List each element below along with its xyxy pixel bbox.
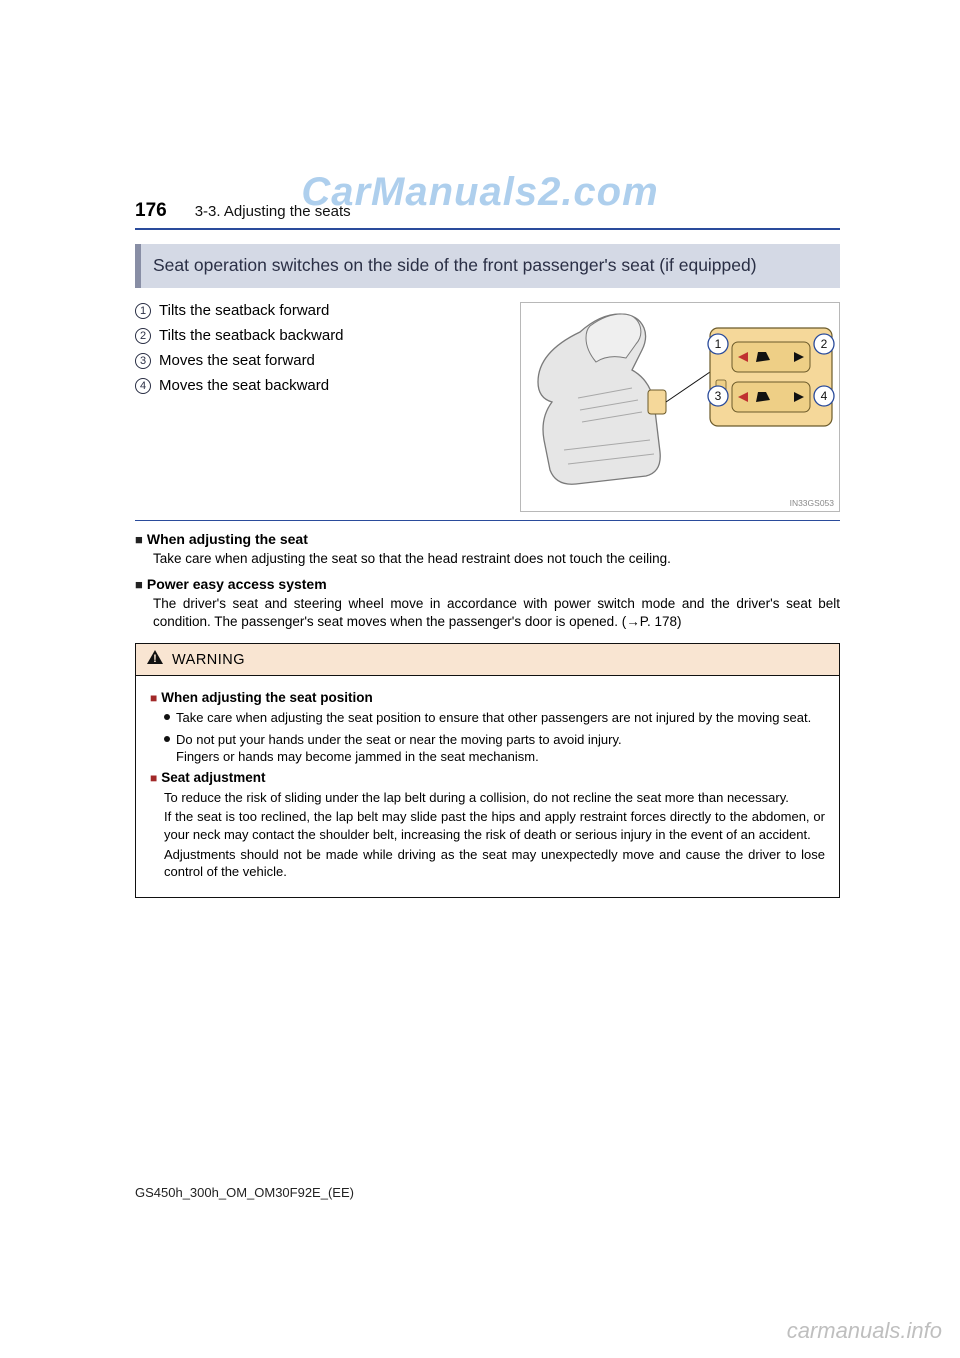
warning-subheading-text: Seat adjustment xyxy=(161,770,265,785)
page-number: 176 xyxy=(135,200,167,222)
warning-title: WARNING xyxy=(172,652,245,668)
list-item: 1 Tilts the seatback forward xyxy=(135,302,510,319)
square-bullet-icon: ■ xyxy=(150,771,157,785)
info-heading-text: Power easy access system xyxy=(147,576,327,592)
section-label: 3-3. Adjusting the seats xyxy=(195,203,351,220)
body-row: 1 Tilts the seatback forward 2 Tilts the… xyxy=(135,302,840,512)
item-number-icon: 1 xyxy=(135,303,151,319)
svg-text:!: ! xyxy=(153,653,157,665)
warning-triangle-icon: ! xyxy=(146,649,164,670)
warning-line: Do not put your hands under the seat or … xyxy=(176,731,622,749)
info-heading-text: When adjusting the seat xyxy=(147,531,308,547)
info-paragraph: The driver's seat and steering wheel mov… xyxy=(153,595,840,631)
diagram-credit: IN33GS053 xyxy=(790,498,834,508)
svg-text:2: 2 xyxy=(821,337,828,351)
item-label: Tilts the seatback forward xyxy=(159,302,329,319)
item-number-icon: 4 xyxy=(135,378,151,394)
square-bullet-icon: ■ xyxy=(135,532,143,547)
bullet-dot-icon xyxy=(164,736,170,742)
info-paragraph: Take care when adjusting the seat so tha… xyxy=(153,550,840,568)
item-label: Moves the seat backward xyxy=(159,377,329,394)
numbered-list: 1 Tilts the seatback forward 2 Tilts the… xyxy=(135,302,510,512)
callout-3-icon: 3 xyxy=(708,386,728,406)
callout-1-icon: 1 xyxy=(708,334,728,354)
warning-bullet: Take care when adjusting the seat positi… xyxy=(164,709,825,727)
mid-rule xyxy=(135,520,840,521)
callout-2-icon: 2 xyxy=(814,334,834,354)
callout-4-icon: 4 xyxy=(814,386,834,406)
info-heading: ■ When adjusting the seat xyxy=(135,531,840,547)
seat-diagram-svg: 1 2 3 4 xyxy=(520,302,840,512)
list-item: 2 Tilts the seatback backward xyxy=(135,327,510,344)
warning-body: ■ When adjusting the seat position Take c… xyxy=(136,676,839,896)
info-heading: ■ Power easy access system xyxy=(135,576,840,592)
warning-bullet-text: Take care when adjusting the seat positi… xyxy=(176,709,811,727)
warning-subheading: ■ When adjusting the seat position xyxy=(150,690,825,705)
list-item: 3 Moves the seat forward xyxy=(135,352,510,369)
svg-text:1: 1 xyxy=(715,337,722,351)
footer-code: GS450h_300h_OM_OM30F92E_(EE) xyxy=(135,1185,354,1200)
warning-line: Fingers or hands may become jammed in th… xyxy=(176,748,622,766)
warning-box: ! WARNING ■ When adjusting the seat posit… xyxy=(135,643,840,897)
svg-text:4: 4 xyxy=(821,389,828,403)
warning-bullet: Do not put your hands under the seat or … xyxy=(164,731,825,766)
item-number-icon: 2 xyxy=(135,328,151,344)
seat-diagram: 1 2 3 4 IN33GS053 xyxy=(520,302,840,512)
warning-subheading: ■ Seat adjustment xyxy=(150,770,825,785)
warning-paragraph: If the seat is too reclined, the lap bel… xyxy=(164,808,825,843)
page-header: 176 3-3. Adjusting the seats xyxy=(135,200,840,228)
warning-paragraph: Adjustments should not be made while dri… xyxy=(164,846,825,881)
header-rule xyxy=(135,228,840,230)
item-number-icon: 3 xyxy=(135,353,151,369)
warning-subheading-text: When adjusting the seat position xyxy=(161,690,373,705)
seat-outline-icon xyxy=(538,314,666,484)
section-title-box: Seat operation switches on the side of t… xyxy=(135,244,840,288)
warning-header: ! WARNING xyxy=(136,644,839,676)
footer-watermark: carmanuals.info xyxy=(787,1318,942,1344)
svg-text:3: 3 xyxy=(715,389,722,403)
square-bullet-icon: ■ xyxy=(135,577,143,592)
warning-paragraph: To reduce the risk of sliding under the … xyxy=(164,789,825,807)
item-label: Tilts the seatback backward xyxy=(159,327,344,344)
item-label: Moves the seat forward xyxy=(159,352,315,369)
warning-bullet-text: Do not put your hands under the seat or … xyxy=(176,731,622,766)
list-item: 4 Moves the seat backward xyxy=(135,377,510,394)
page-content: 176 3-3. Adjusting the seats Seat operat… xyxy=(135,200,840,898)
square-bullet-icon: ■ xyxy=(150,691,157,705)
bullet-dot-icon xyxy=(164,714,170,720)
